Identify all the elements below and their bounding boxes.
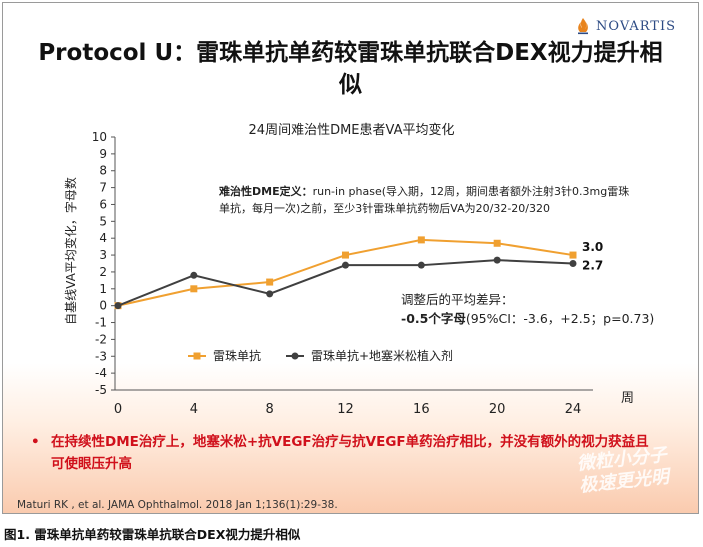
data-point-square (417, 236, 425, 244)
y-tick-label: 9 (99, 147, 107, 161)
y-tick-label: 1 (99, 282, 107, 296)
y-tick-label: 5 (99, 214, 107, 228)
x-tick-label: 16 (413, 402, 430, 417)
y-tick-label: 4 (99, 231, 107, 245)
legend-swatch-square (193, 352, 201, 360)
y-tick-label: 0 (99, 299, 107, 313)
y-tick-label: 3 (99, 248, 107, 262)
y-tick-label: -2 (95, 332, 107, 346)
novartis-logo: NOVARTIS (576, 17, 676, 35)
end-value-label: 3.0 (582, 240, 603, 254)
conclusion-body: 在持续性DME治疗上，地塞米松+抗VEGF治疗与抗VEGF单药治疗相比，并没有额… (51, 434, 649, 472)
adjusted-diff-detail: (95%CI：-3.6，+2.5；p=0.73) (465, 311, 655, 326)
data-point-circle (114, 302, 122, 310)
data-point-circle (266, 290, 274, 298)
data-point-circle (342, 261, 349, 269)
data-point-square (493, 239, 501, 247)
chart-legend: 雷珠单抗 雷珠单抗+地塞米松植入剂 (188, 348, 453, 363)
y-tick-label: 2 (99, 265, 107, 279)
y-axis-label: 自基线VA平均变化，字母数 (63, 177, 78, 325)
data-point-circle (493, 256, 501, 264)
data-point-square (342, 251, 349, 259)
x-tick-label: 24 (565, 402, 582, 417)
conclusion-text: • 在持续性DME治疗上，地塞米松+抗VEGF治疗与抗VEGF单药治疗相比，并没… (31, 431, 651, 475)
x-tick-label: 12 (337, 402, 354, 417)
bullet-icon: • (31, 434, 40, 450)
y-tick-label: -4 (95, 366, 107, 380)
logo-text: NOVARTIS (596, 18, 676, 34)
x-tick-label: 8 (266, 402, 274, 417)
chart-series: 3.02.7 (114, 236, 603, 310)
x-tick-label: 20 (489, 402, 506, 417)
data-point-circle (190, 271, 198, 279)
slide-title: Protocol U：雷珠单抗单药较雷珠单抗联合DEX视力提升相似 (38, 40, 663, 98)
adjusted-diff-label: 调整后的平均差异： (401, 292, 514, 307)
chart-title: 24周间难治性DME患者VA平均变化 (248, 123, 455, 138)
slide: NOVARTIS Protocol U：雷珠单抗单药较雷珠单抗联合DEX视力提升… (2, 2, 699, 514)
y-tick-label: -5 (95, 383, 107, 397)
data-point-square (190, 285, 198, 293)
data-point-square (266, 278, 274, 286)
y-tick-label: 8 (99, 164, 107, 178)
end-value-label: 2.7 (582, 259, 603, 273)
flame-icon (576, 17, 590, 35)
figure-caption: 图1. 雷珠单抗单药较雷珠单抗联合DEX视力提升相似 (4, 527, 301, 542)
y-tick-label: -1 (95, 316, 107, 330)
x-axis-label: 周 (621, 391, 634, 406)
data-point-circle (417, 261, 425, 269)
background-glow (3, 363, 698, 513)
citation: Maturi RK , et al. JAMA Ophthalmol. 2018… (17, 499, 338, 511)
x-tick-label: 0 (114, 402, 122, 417)
data-point-circle (569, 260, 577, 267)
adjusted-diff-value: -0.5个字母 (401, 311, 466, 326)
y-tick-label: 6 (99, 197, 107, 211)
y-tick-label: 7 (99, 181, 107, 195)
definition-label: 难治性DME定义： (219, 185, 313, 198)
x-tick-label: 4 (190, 402, 198, 417)
legend-label: 雷珠单抗 (213, 348, 261, 363)
legend-label: 雷珠单抗+地塞米松植入剂 (311, 348, 453, 363)
y-tick-label: -3 (95, 349, 107, 363)
data-point-square (569, 251, 577, 259)
watermark: 微粒小分子 极速更光明 (576, 444, 670, 497)
definition-note: 难治性DME定义：run-in phase(导入期，12周，期间患者额外注射3针… (219, 183, 639, 217)
y-tick-label: 10 (92, 130, 107, 144)
adjusted-difference-note: 调整后的平均差异： -0.5个字母(95%CI：-3.6，+2.5；p=0.73… (401, 290, 654, 328)
definition-text: run-in phase(导入期，12周，期间患者额外注射3针0.3mg雷珠单抗… (219, 185, 630, 215)
legend-swatch-circle (291, 352, 299, 360)
